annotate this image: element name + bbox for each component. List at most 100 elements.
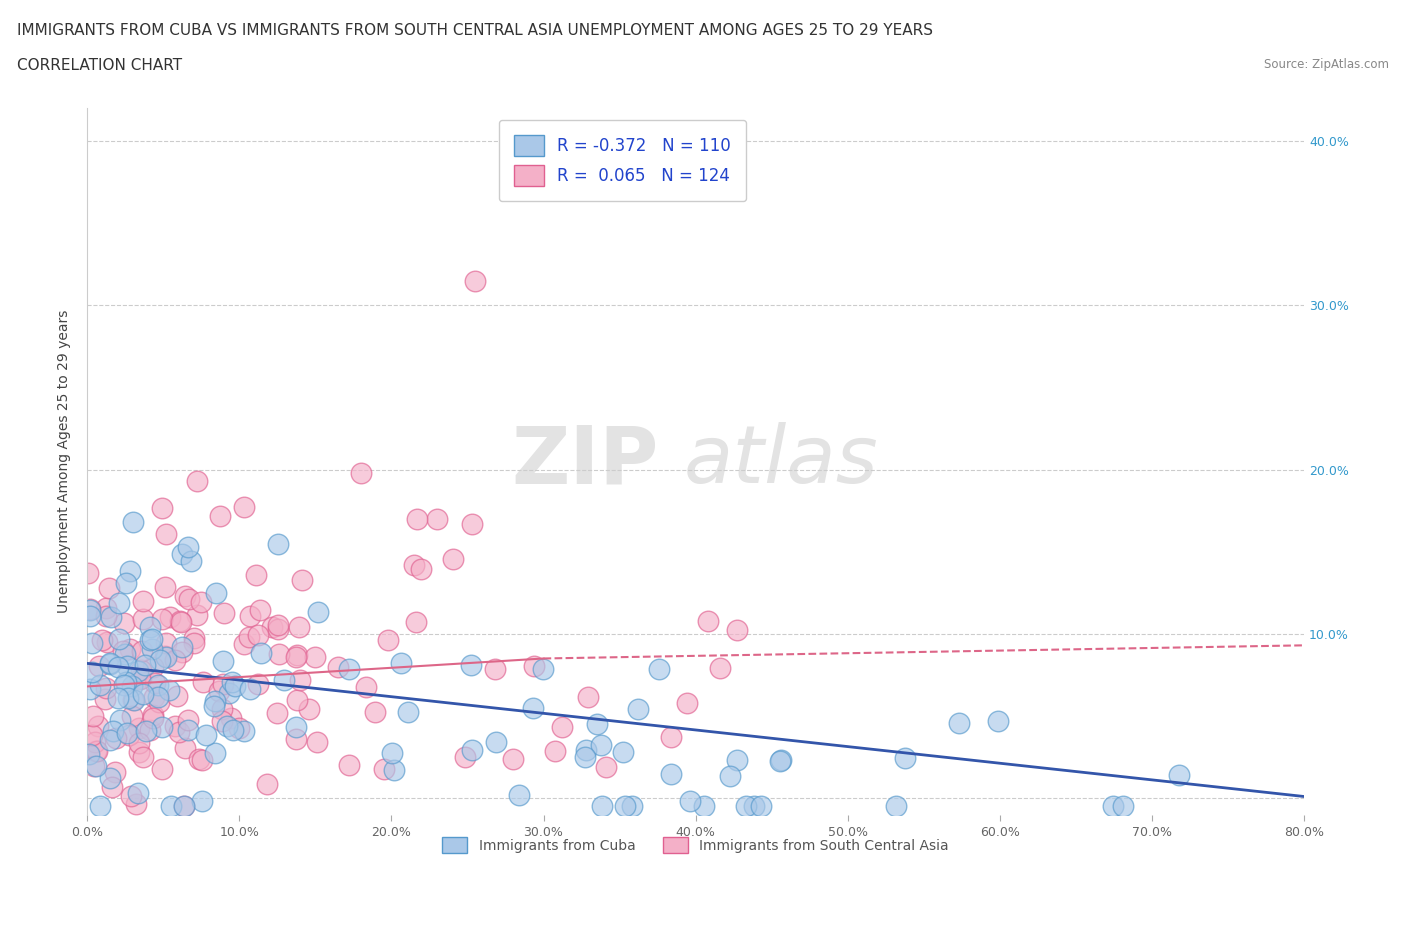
Point xyxy=(522,700,544,715)
Point xyxy=(132,594,155,609)
Point xyxy=(107,631,129,646)
Point xyxy=(298,701,321,716)
Point xyxy=(273,672,295,687)
Point xyxy=(337,661,360,676)
Point xyxy=(693,799,716,814)
Point xyxy=(742,799,765,814)
Point xyxy=(884,799,907,814)
Point xyxy=(246,676,269,691)
Point xyxy=(82,709,104,724)
Point xyxy=(157,683,180,698)
Point xyxy=(425,512,447,526)
Point xyxy=(139,632,162,647)
Point xyxy=(121,514,143,529)
Point xyxy=(104,731,127,746)
Point xyxy=(89,678,111,693)
Point xyxy=(183,631,205,645)
Point xyxy=(84,735,107,750)
Point xyxy=(159,610,181,625)
Point xyxy=(373,762,395,777)
Point xyxy=(176,539,198,554)
Point xyxy=(121,678,143,693)
Point xyxy=(285,719,308,734)
Point xyxy=(208,684,231,698)
Point xyxy=(204,694,226,709)
Point xyxy=(194,727,217,742)
Point xyxy=(531,661,554,676)
Point xyxy=(621,799,644,814)
Point xyxy=(117,727,139,742)
Point xyxy=(676,696,699,711)
Point xyxy=(291,573,314,588)
Point xyxy=(697,614,720,629)
Point xyxy=(267,646,290,661)
Point xyxy=(104,764,127,779)
Text: Source: ZipAtlas.com: Source: ZipAtlas.com xyxy=(1264,58,1389,71)
Point xyxy=(586,716,609,731)
Point xyxy=(128,721,150,736)
Point xyxy=(89,799,111,814)
Point xyxy=(150,500,173,515)
Point xyxy=(107,690,129,705)
Point xyxy=(117,690,139,705)
Point xyxy=(718,768,741,783)
Point xyxy=(83,759,105,774)
Point xyxy=(146,690,169,705)
Point xyxy=(222,723,245,737)
Point xyxy=(159,799,181,814)
Point xyxy=(250,645,273,660)
Point xyxy=(77,747,100,762)
Point xyxy=(218,685,240,700)
Point xyxy=(152,762,174,777)
Point xyxy=(94,680,117,695)
Point xyxy=(128,745,150,760)
Point xyxy=(256,777,278,791)
Point xyxy=(87,658,110,673)
Point xyxy=(288,619,311,634)
Point xyxy=(98,656,121,671)
Point xyxy=(725,623,748,638)
Point xyxy=(190,594,212,609)
Point xyxy=(173,799,195,814)
Point xyxy=(146,677,169,692)
Point xyxy=(143,689,166,704)
Point xyxy=(232,499,254,514)
Point xyxy=(80,664,103,679)
Point xyxy=(238,630,260,644)
Point xyxy=(217,718,239,733)
Point xyxy=(115,725,138,740)
Point xyxy=(260,619,283,634)
Point xyxy=(170,615,193,630)
Point xyxy=(382,763,405,777)
Point xyxy=(190,794,212,809)
Point xyxy=(150,612,173,627)
Point xyxy=(124,693,146,708)
Point xyxy=(232,724,254,738)
Point xyxy=(770,752,793,767)
Point xyxy=(364,705,387,720)
Point xyxy=(454,750,477,764)
Point xyxy=(141,631,163,646)
Point xyxy=(307,604,329,619)
Point xyxy=(523,658,546,673)
Point xyxy=(187,751,209,766)
Point xyxy=(287,693,309,708)
Point xyxy=(211,702,233,717)
Point xyxy=(142,711,165,725)
Point xyxy=(163,653,186,668)
Point xyxy=(79,602,101,617)
Text: atlas: atlas xyxy=(683,422,879,500)
Point xyxy=(134,658,156,672)
Point xyxy=(266,705,288,720)
Point xyxy=(337,758,360,773)
Point xyxy=(177,591,200,606)
Point xyxy=(120,642,142,657)
Point xyxy=(575,742,598,757)
Point xyxy=(377,632,399,647)
Point xyxy=(169,614,191,629)
Point xyxy=(1102,799,1125,814)
Point xyxy=(155,649,177,664)
Point xyxy=(132,750,155,764)
Point xyxy=(576,689,599,704)
Point xyxy=(464,273,486,288)
